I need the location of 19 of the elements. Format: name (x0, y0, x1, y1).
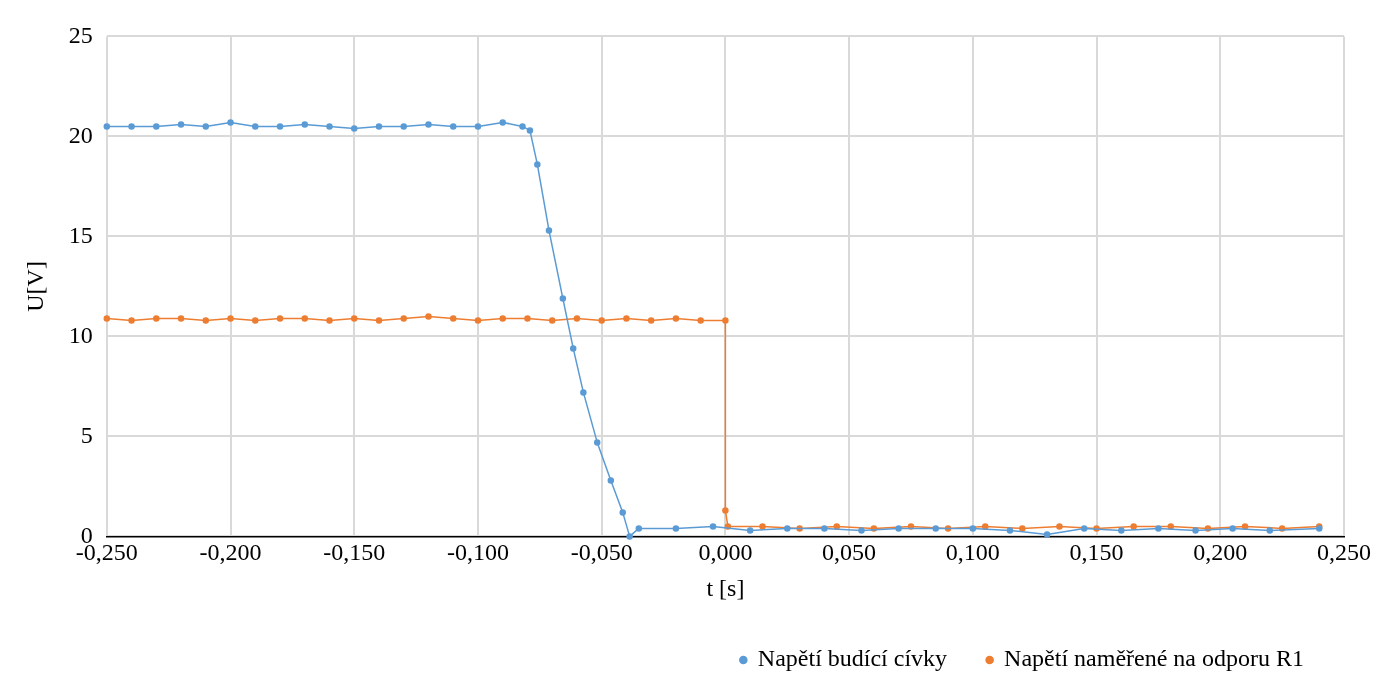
y-tick-label: 25 (68, 21, 93, 48)
x-axis-title: t [s] (706, 574, 745, 601)
x-tick-label: 0,000 (698, 539, 753, 566)
y-tick-label: 20 (68, 121, 93, 148)
x-tick-label: -0,050 (570, 539, 633, 566)
x-tick-label: 0,200 (1193, 539, 1248, 566)
legend-label: Napětí naměřené na odporu R1 (1004, 645, 1305, 672)
y-tick-label: 15 (68, 221, 93, 248)
y-axis-title: U[V] (21, 261, 48, 312)
x-tick-label: 0,150 (1069, 539, 1124, 566)
x-tick-label: 0,250 (1317, 539, 1371, 566)
x-tick-label: -0,100 (446, 539, 509, 566)
legend-label: Napětí budící cívky (757, 645, 948, 672)
x-tick-label: -0,200 (199, 539, 262, 566)
y-tick-label: 10 (68, 321, 93, 348)
x-tick-label: -0,150 (323, 539, 386, 566)
x-tick-label: 0,050 (822, 539, 877, 566)
y-tick-label: 5 (80, 421, 93, 448)
x-tick-label: 0,100 (945, 539, 1000, 566)
